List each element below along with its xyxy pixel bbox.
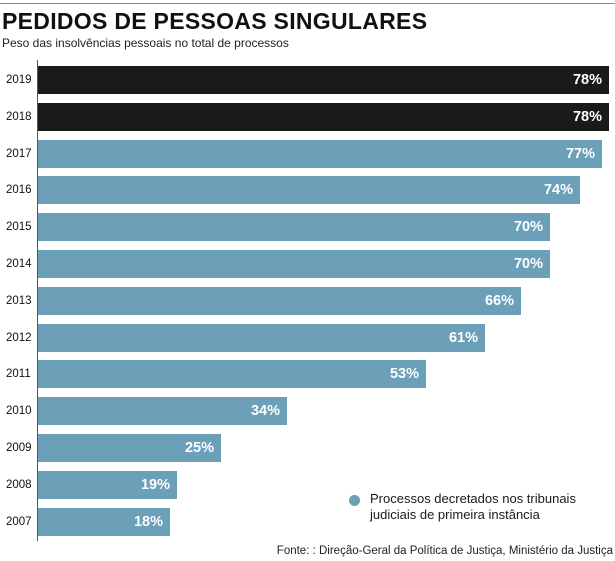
bar-2017: 77% (38, 139, 602, 168)
bar-2015: 70% (38, 213, 550, 242)
bar-2010: 34% (38, 397, 287, 426)
bar-2012: 61% (38, 323, 485, 352)
year-label-2007: 2007 (6, 515, 32, 528)
source-note: Fonte: : Direção-Geral da Política de Ju… (276, 545, 613, 557)
bar-2007: 18% (38, 507, 170, 536)
chart-title: PEDIDOS DE PESSOAS SINGULARES (2, 8, 428, 34)
year-label-2013: 2013 (6, 294, 32, 307)
year-label-2012: 2012 (6, 331, 32, 344)
year-label-2009: 2009 (6, 442, 32, 454)
year-label-2017: 2017 (6, 147, 32, 160)
bar-2018: 78% (38, 102, 609, 131)
bar-2014: 70% (38, 250, 550, 278)
legend-swatch (349, 495, 360, 506)
bar-2009: 25% (38, 434, 221, 462)
bar-2019: 78% (38, 66, 609, 94)
year-label-2008: 2008 (6, 478, 32, 491)
year-label-2011: 2011 (6, 368, 31, 381)
y-axis-line (37, 60, 38, 541)
year-label-2010: 2010 (6, 405, 32, 418)
year-label-2018: 2018 (6, 110, 32, 123)
year-label-2014: 2014 (6, 258, 32, 270)
bar-2011: 53% (38, 360, 426, 389)
bar-2013: 66% (38, 286, 521, 315)
bar-2016: 74% (38, 176, 580, 205)
year-label-2016: 2016 (6, 184, 32, 197)
bar-2008: 19% (38, 470, 177, 499)
year-label-2015: 2015 (6, 221, 32, 234)
year-label-2019: 2019 (6, 74, 32, 86)
top-rule (0, 3, 615, 4)
chart-subtitle: Peso das insolvências pessoais no total … (2, 36, 289, 50)
legend-label: Processos decretados nos tribunais judic… (370, 491, 576, 522)
